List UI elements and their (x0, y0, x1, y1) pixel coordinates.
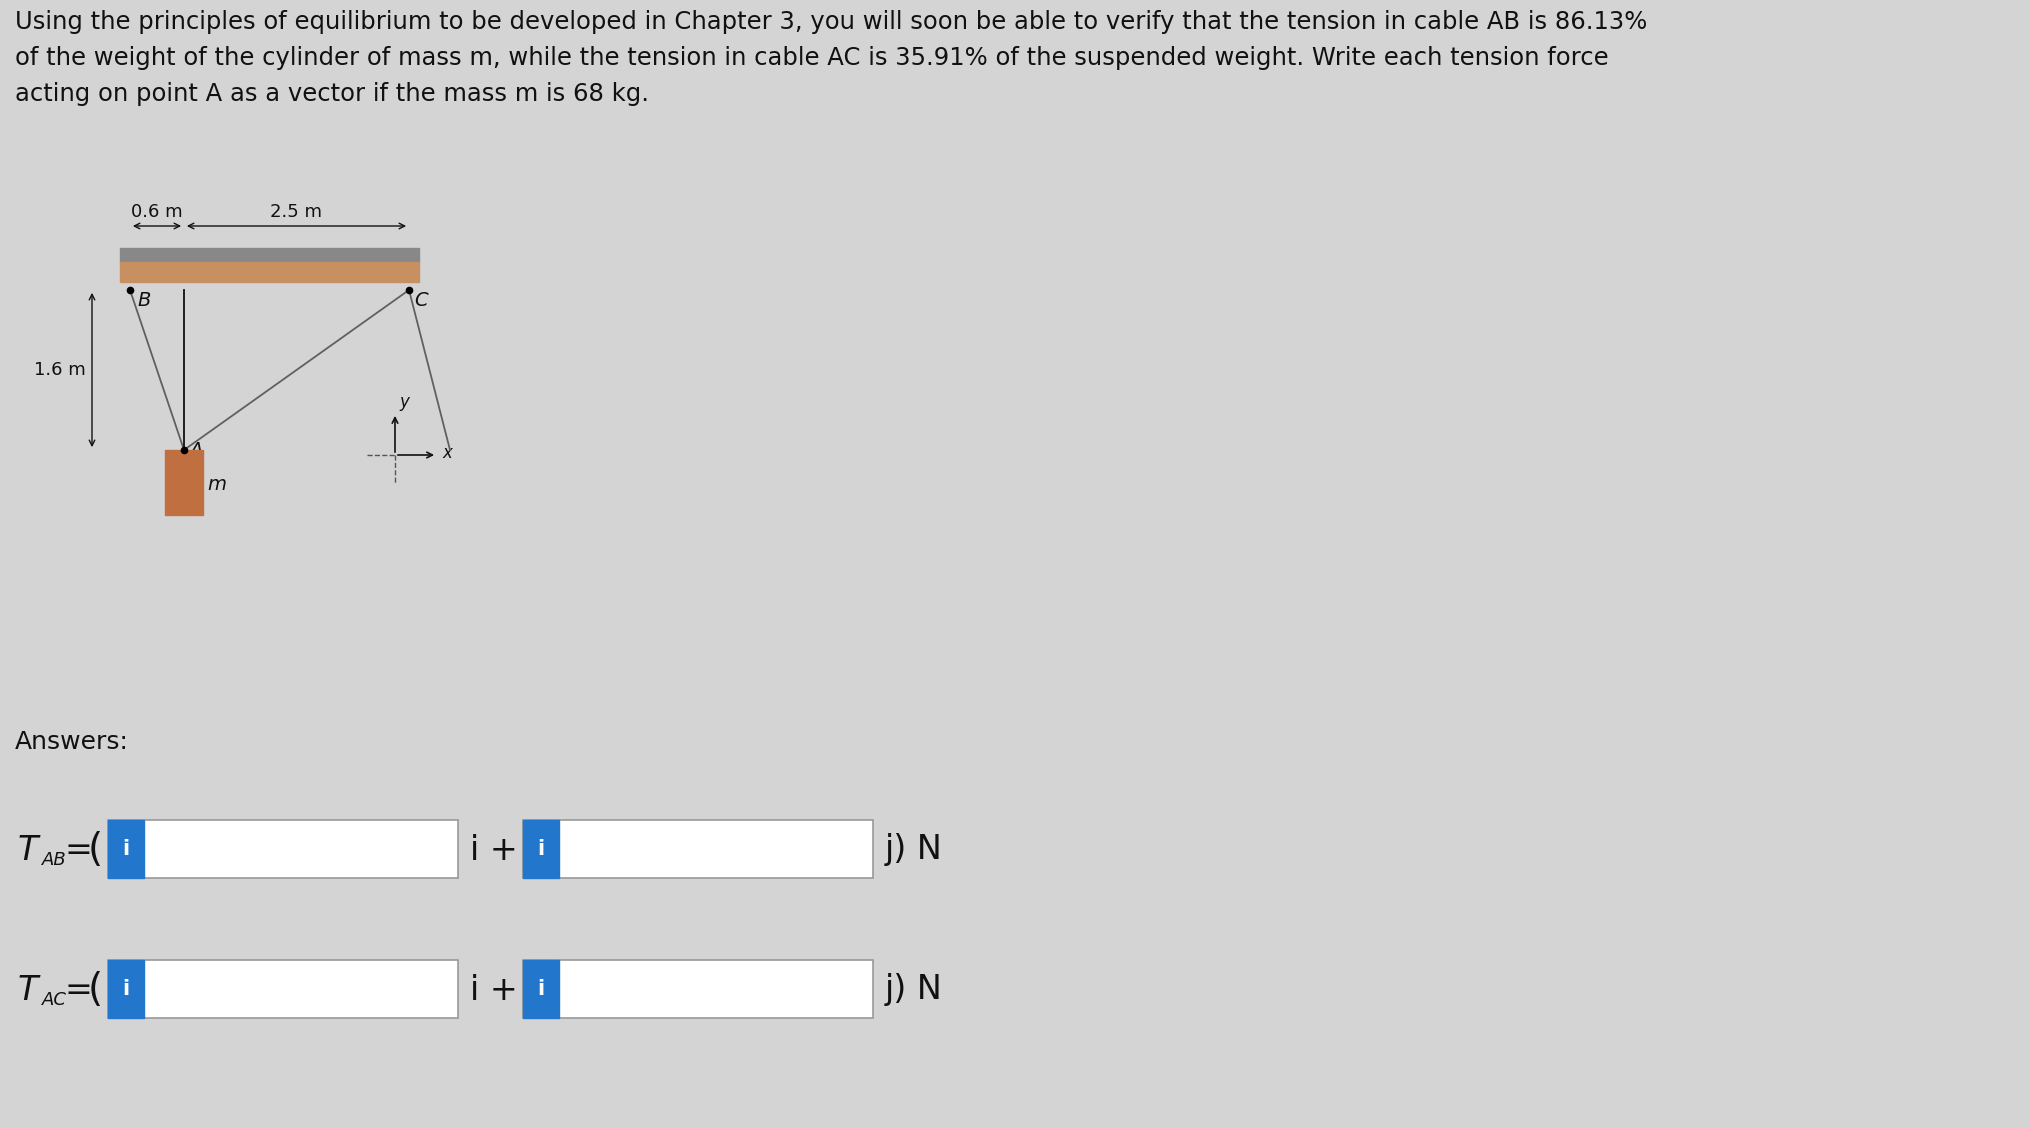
FancyBboxPatch shape (108, 960, 459, 1018)
FancyBboxPatch shape (108, 820, 459, 878)
Text: j) N: j) N (885, 974, 942, 1006)
Text: i: i (538, 838, 544, 859)
Text: (: ( (87, 831, 104, 869)
Text: 0.6 m: 0.6 m (132, 203, 183, 221)
Bar (524, 820, 558, 878)
Text: m: m (207, 476, 225, 495)
Bar (524, 960, 558, 1018)
Text: j) N: j) N (885, 834, 942, 867)
Bar (120, 261, 418, 282)
Text: 1.6 m: 1.6 m (35, 361, 85, 379)
Text: =: = (65, 834, 91, 867)
Bar (120, 248, 418, 261)
Text: AB: AB (43, 851, 67, 869)
Text: T: T (18, 834, 39, 867)
Text: Using the principles of equilibrium to be developed in Chapter 3, you will soon : Using the principles of equilibrium to b… (14, 10, 1646, 34)
Text: acting on point A as a vector if the mass m is 68 kg.: acting on point A as a vector if the mas… (14, 82, 650, 106)
FancyBboxPatch shape (524, 820, 873, 878)
Text: y: y (398, 393, 408, 411)
Text: 2.5 m: 2.5 m (270, 203, 323, 221)
Text: i: i (538, 979, 544, 999)
Text: T: T (18, 974, 39, 1006)
Text: (: ( (87, 971, 104, 1009)
Text: AC: AC (43, 991, 67, 1009)
Text: i: i (122, 979, 130, 999)
Bar (108, 820, 144, 878)
Text: B: B (136, 291, 150, 310)
Text: =: = (65, 974, 91, 1006)
Bar (164, 450, 203, 515)
Text: i: i (122, 838, 130, 859)
Text: i +: i + (469, 834, 518, 867)
FancyBboxPatch shape (524, 960, 873, 1018)
Bar (108, 960, 144, 1018)
Text: Answers:: Answers: (14, 730, 128, 754)
Text: A: A (189, 441, 203, 460)
Text: x: x (443, 444, 451, 462)
Text: i +: i + (469, 974, 518, 1006)
Text: C: C (414, 291, 428, 310)
Text: of the weight of the cylinder of mass m, while the tension in cable AC is 35.91%: of the weight of the cylinder of mass m,… (14, 46, 1608, 70)
